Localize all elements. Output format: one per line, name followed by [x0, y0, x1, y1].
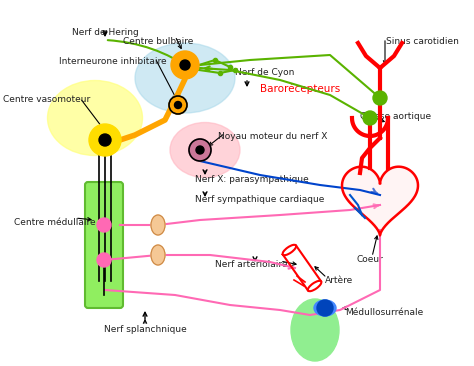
Ellipse shape	[314, 300, 336, 316]
Ellipse shape	[170, 123, 240, 178]
Circle shape	[97, 253, 111, 267]
Ellipse shape	[151, 215, 165, 235]
Text: Noyau moteur du nerf X: Noyau moteur du nerf X	[218, 132, 328, 141]
Text: Interneurone inhibitaire: Interneurone inhibitaire	[59, 57, 167, 66]
Text: Nerf splanchnique: Nerf splanchnique	[104, 325, 186, 334]
Circle shape	[99, 134, 111, 146]
FancyBboxPatch shape	[85, 182, 123, 308]
Text: Centre médullaire: Centre médullaire	[14, 218, 96, 227]
Text: Centre bulbaire: Centre bulbaire	[123, 37, 193, 46]
Text: Sinus carotidien: Sinus carotidien	[386, 37, 459, 46]
Ellipse shape	[47, 81, 143, 156]
Circle shape	[317, 300, 333, 316]
Ellipse shape	[283, 245, 296, 255]
Circle shape	[169, 96, 187, 114]
Polygon shape	[342, 167, 418, 235]
Text: Médullosurrénale: Médullosurrénale	[345, 308, 423, 317]
Text: Crosse aortique: Crosse aortique	[360, 112, 431, 121]
Ellipse shape	[308, 281, 321, 291]
Circle shape	[97, 218, 111, 232]
Text: Nerf de Hering: Nerf de Hering	[72, 28, 138, 37]
Text: Nerf de Cyon: Nerf de Cyon	[235, 68, 294, 77]
Text: Nerf artériolaire: Nerf artériolaire	[215, 260, 288, 269]
Circle shape	[89, 124, 121, 156]
Text: Coeur: Coeur	[356, 255, 383, 264]
Circle shape	[373, 91, 387, 105]
Circle shape	[196, 146, 204, 154]
Text: Nerf sympathique cardiaque: Nerf sympathique cardiaque	[195, 195, 324, 204]
Text: Artère: Artère	[325, 276, 353, 285]
Circle shape	[189, 139, 211, 161]
Circle shape	[180, 60, 190, 70]
Ellipse shape	[151, 245, 165, 265]
Circle shape	[174, 101, 182, 108]
Text: Centre vasomoteur: Centre vasomoteur	[3, 95, 90, 104]
Text: Nerf X: parasympathique: Nerf X: parasympathique	[195, 175, 309, 184]
Circle shape	[171, 51, 199, 79]
Circle shape	[363, 111, 377, 125]
Ellipse shape	[291, 299, 339, 361]
Text: Barorécepteurs: Barorécepteurs	[260, 83, 340, 93]
Ellipse shape	[135, 43, 235, 113]
